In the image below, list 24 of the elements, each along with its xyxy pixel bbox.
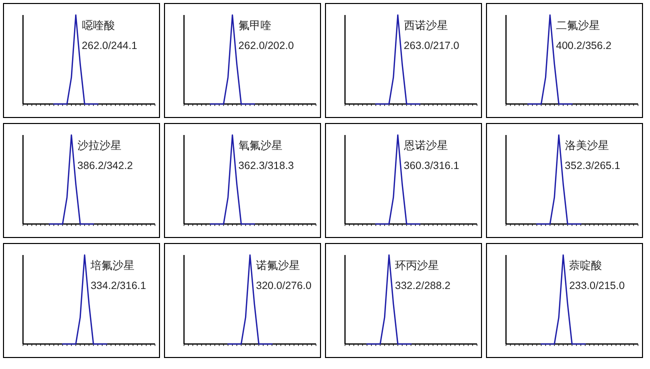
annotation: 氟甲喹 <box>238 20 272 32</box>
annotation: 萘啶酸 <box>569 259 602 272</box>
annotation: 恩诺沙星 <box>402 139 448 152</box>
annotation: 二氟沙星 <box>556 19 600 32</box>
annotation: 培氟沙星 <box>90 259 135 272</box>
annotation: 332.2/288.2 <box>395 280 451 292</box>
annotation: 233.0/215.0 <box>569 280 625 292</box>
annotation: 噁喹酸 <box>82 20 115 32</box>
annotation: 352.3/265.1 <box>564 160 620 172</box>
annotation: 氧氟沙星 <box>238 139 282 152</box>
annotation: 262.0/244.1 <box>82 40 138 52</box>
annotation: 400.2/356.2 <box>556 40 612 52</box>
annotation: 263.0/217.0 <box>404 40 460 52</box>
annotation: 环丙沙星 <box>395 259 439 272</box>
annotation: 334.2/316.1 <box>90 280 146 292</box>
annotation: 360.3/316.1 <box>404 160 460 172</box>
annotation: 洛美沙星 <box>564 139 609 152</box>
annotation: 386.2/342.2 <box>77 160 134 172</box>
annotation: 320.0/276.0 <box>256 280 312 292</box>
annotation: 262.0/202.0 <box>238 40 294 52</box>
annotation: 诺氟沙星 <box>256 259 300 272</box>
annotation: 西诺沙星 <box>404 19 448 32</box>
annotation: 362.3/318.3 <box>238 160 294 172</box>
annotation: 沙拉沙星 <box>77 139 122 152</box>
